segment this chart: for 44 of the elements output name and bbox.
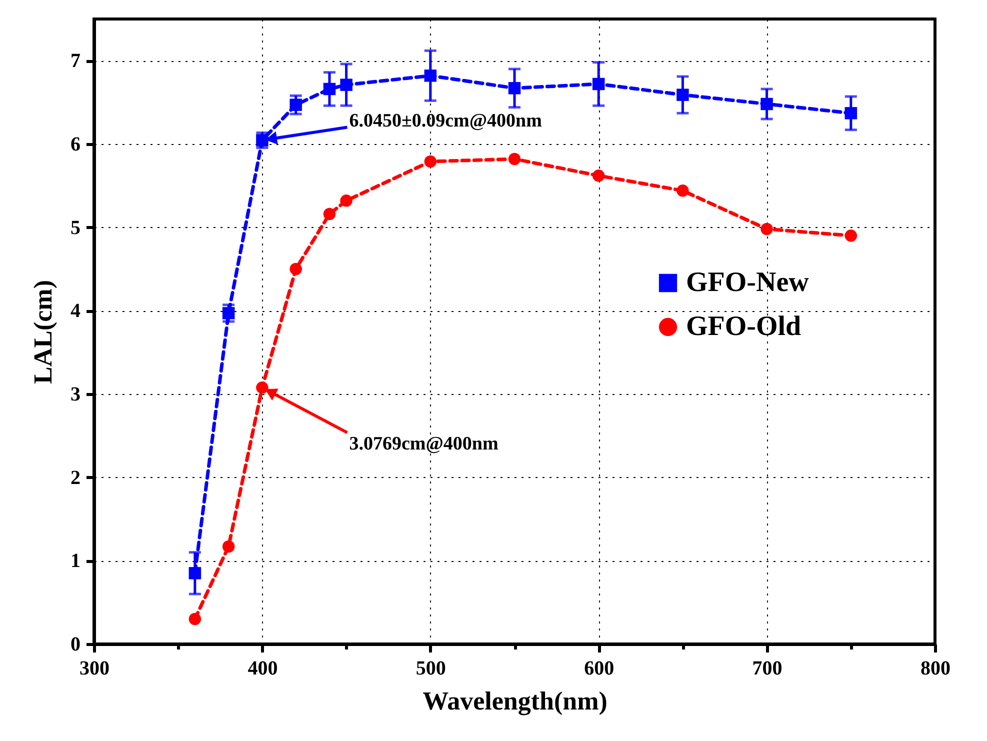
point — [676, 88, 689, 101]
point — [760, 98, 773, 110]
point — [424, 155, 437, 168]
y-tick-label: 7 — [70, 50, 80, 72]
point — [676, 184, 689, 197]
legend-label: GFO-Old — [686, 311, 802, 342]
point — [592, 170, 605, 182]
y-tick-label: 2 — [70, 466, 80, 489]
x-tick-label: 300 — [80, 658, 110, 680]
x-tick-label: 400 — [248, 658, 278, 680]
point — [844, 230, 858, 242]
y-tick-label: 5 — [70, 216, 80, 239]
y-tick-label: 4 — [70, 300, 80, 322]
y-tick-label: 0 — [70, 634, 80, 656]
annotation: 6.0450±0.09cm@400nm — [349, 110, 542, 132]
point — [508, 82, 521, 94]
point — [256, 134, 268, 146]
legend-label: GFO-New — [686, 267, 810, 298]
y-axis-title: LAL(cm) — [28, 280, 58, 384]
point — [508, 152, 521, 166]
y-tick-label: 3 — [70, 384, 80, 406]
point — [256, 381, 268, 394]
y-tick-label: 1 — [70, 550, 80, 572]
x-tick-label: 600 — [584, 658, 614, 680]
y-tick-label: 6 — [70, 134, 80, 156]
point — [592, 78, 605, 90]
annotation: 3.0769cm@400nm — [349, 434, 498, 455]
point — [188, 612, 202, 626]
point — [188, 567, 202, 580]
point — [222, 307, 235, 320]
x-axis-title: Wavelength(nm) — [422, 686, 608, 716]
x-tick-label: 500 — [416, 658, 446, 680]
x-tick-label: 800 — [920, 658, 950, 680]
x-tick-label: 700 — [752, 658, 782, 680]
point — [323, 208, 336, 220]
point — [844, 107, 858, 120]
point — [222, 540, 235, 553]
point — [290, 98, 302, 111]
point — [290, 262, 302, 276]
point — [340, 194, 352, 207]
point — [760, 222, 773, 236]
point — [424, 70, 437, 82]
point — [340, 78, 352, 91]
point — [323, 82, 336, 96]
